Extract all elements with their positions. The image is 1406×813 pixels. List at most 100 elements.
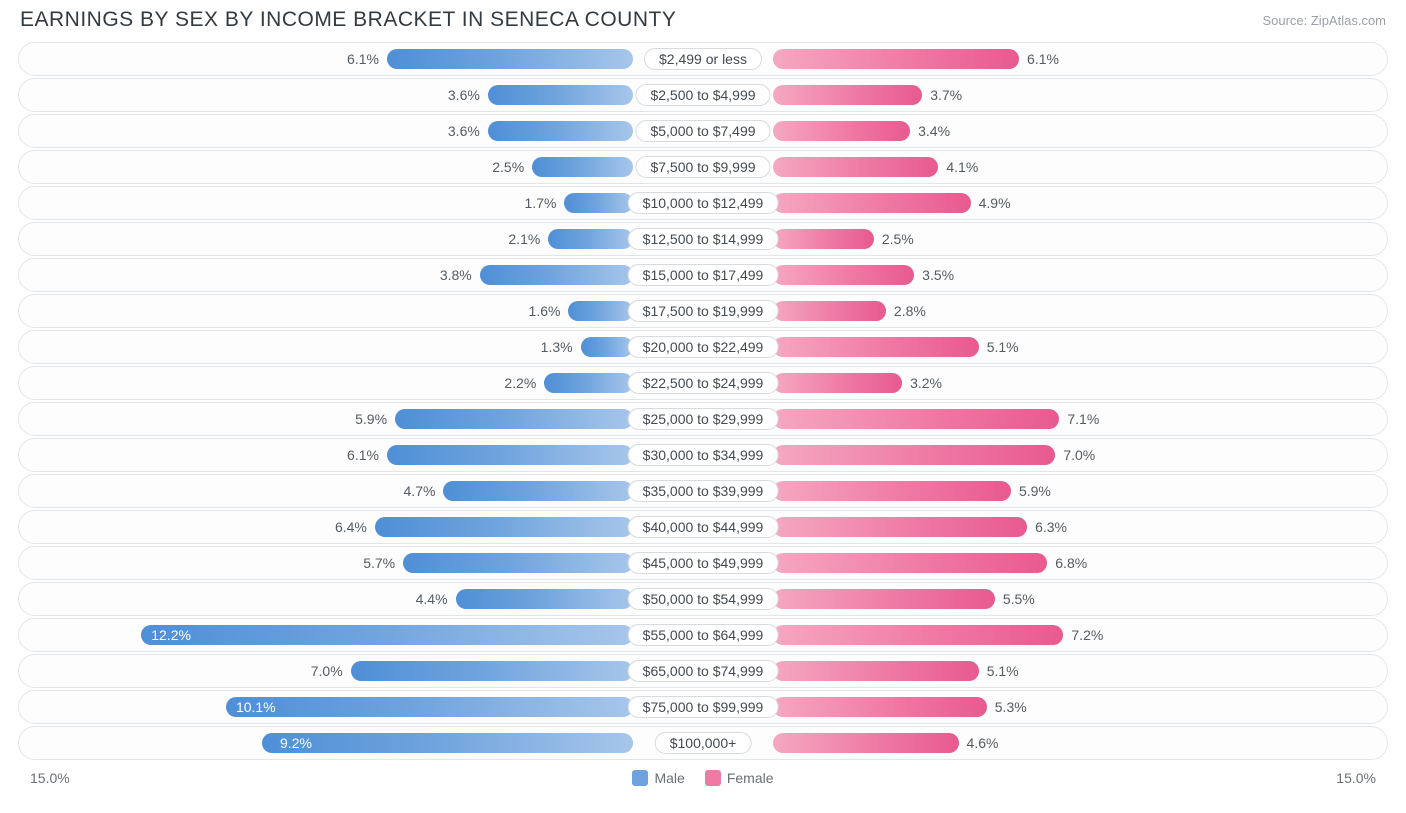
chart-row: 5.7%6.8%$45,000 to $49,999: [18, 546, 1388, 580]
bar-female: [773, 409, 1059, 429]
chart-row: 1.3%5.1%$20,000 to $22,499: [18, 330, 1388, 364]
pct-female: 2.5%: [882, 231, 914, 247]
axis-max-right: 15.0%: [1336, 770, 1376, 786]
pct-male: 7.0%: [311, 663, 343, 679]
pct-male: 6.1%: [347, 447, 379, 463]
bar-female: [773, 229, 874, 249]
pct-female: 4.1%: [946, 159, 978, 175]
pct-male: 6.4%: [335, 519, 367, 535]
pct-male: 1.7%: [525, 195, 557, 211]
bar-male: [568, 301, 633, 321]
chart-row: 1.7% 4.9% $10,000 to $12,499: [18, 186, 1388, 220]
pct-female: 6.1%: [1027, 51, 1059, 67]
legend-label-male: Male: [654, 770, 684, 786]
category-label: $15,000 to $17,499: [628, 264, 779, 286]
pct-male: 12.2%: [151, 627, 191, 643]
bar-male: [387, 49, 633, 69]
bar-female: [773, 445, 1055, 465]
chart-row: 3.6% 3.4% $5,000 to $7,499: [18, 114, 1388, 148]
bar-female: [773, 697, 987, 717]
bar-female: [773, 265, 914, 285]
category-label: $7,500 to $9,999: [635, 156, 770, 178]
bar-male: [581, 337, 633, 357]
pct-female: 5.3%: [995, 699, 1027, 715]
pct-male: 6.1%: [347, 51, 379, 67]
header: EARNINGS BY SEX BY INCOME BRACKET IN SEN…: [0, 0, 1406, 42]
legend-label-female: Female: [727, 770, 774, 786]
bar-female: [773, 661, 979, 681]
bar-female: [773, 121, 910, 141]
category-label: $10,000 to $12,499: [628, 192, 779, 214]
bar-female: [773, 625, 1063, 645]
bar-male: [141, 625, 633, 645]
bar-female: [773, 301, 886, 321]
bar-male: [403, 553, 633, 573]
chart-row: 9.2%4.6%$100,000+: [18, 726, 1388, 760]
pct-male: 5.7%: [363, 555, 395, 571]
category-label: $65,000 to $74,999: [628, 660, 779, 682]
category-label: $50,000 to $54,999: [628, 588, 779, 610]
category-label: $25,000 to $29,999: [628, 408, 779, 430]
pct-female: 3.5%: [922, 267, 954, 283]
pct-female: 3.4%: [918, 123, 950, 139]
pct-female: 7.0%: [1063, 447, 1095, 463]
chart-row: 2.5% 4.1% $7,500 to $9,999: [18, 150, 1388, 184]
chart-row: 10.1%5.3%$75,000 to $99,999: [18, 690, 1388, 724]
chart-row: 2.1% 2.5% $12,500 to $14,999: [18, 222, 1388, 256]
pct-male: 1.6%: [529, 303, 561, 319]
category-label: $20,000 to $22,499: [628, 336, 779, 358]
bar-male: [532, 157, 633, 177]
bar-female: [773, 49, 1019, 69]
chart-footer: 15.0% Male Female 15.0%: [0, 762, 1406, 796]
pct-female: 7.2%: [1071, 627, 1103, 643]
pct-female: 5.1%: [987, 339, 1019, 355]
bar-female: [773, 337, 979, 357]
category-label: $17,500 to $19,999: [628, 300, 779, 322]
legend-item-female: Female: [705, 770, 774, 786]
bar-male: [488, 85, 633, 105]
bar-female: [773, 553, 1047, 573]
pct-male: 3.6%: [448, 123, 480, 139]
pct-male: 3.8%: [440, 267, 472, 283]
bar-male: [387, 445, 633, 465]
chart-container: EARNINGS BY SEX BY INCOME BRACKET IN SEN…: [0, 0, 1406, 796]
category-label: $35,000 to $39,999: [628, 480, 779, 502]
category-label: $2,499 or less: [644, 48, 762, 70]
category-label: $12,500 to $14,999: [628, 228, 779, 250]
chart-row: 3.6%3.7%$2,500 to $4,999: [18, 78, 1388, 112]
category-label: $45,000 to $49,999: [628, 552, 779, 574]
pct-male: 4.4%: [416, 591, 448, 607]
bar-male: [456, 589, 633, 609]
legend: Male Female: [70, 770, 1337, 786]
bar-male: [480, 265, 633, 285]
bar-female: [773, 373, 902, 393]
category-label: $22,500 to $24,999: [628, 372, 779, 394]
category-label: $40,000 to $44,999: [628, 516, 779, 538]
pct-male: 4.7%: [404, 483, 436, 499]
legend-item-male: Male: [632, 770, 684, 786]
pct-female: 5.1%: [987, 663, 1019, 679]
bar-female: [773, 517, 1027, 537]
swatch-male: [632, 770, 648, 786]
bar-female: [773, 733, 959, 753]
category-label: $100,000+: [655, 732, 752, 754]
pct-female: 2.8%: [894, 303, 926, 319]
chart-row: 12.2% 7.2% $55,000 to $64,999: [18, 618, 1388, 652]
chart-row: 6.4%6.3%$40,000 to $44,999: [18, 510, 1388, 544]
pct-male: 2.5%: [492, 159, 524, 175]
bar-male: [548, 229, 633, 249]
swatch-female: [705, 770, 721, 786]
bar-male: [351, 661, 633, 681]
chart-row: 4.4% 5.5% $50,000 to $54,999: [18, 582, 1388, 616]
pct-male: 2.1%: [508, 231, 540, 247]
pct-female: 4.9%: [979, 195, 1011, 211]
category-label: $55,000 to $64,999: [628, 624, 779, 646]
chart-row: 4.7% 5.9% $35,000 to $39,999: [18, 474, 1388, 508]
category-label: $5,000 to $7,499: [635, 120, 770, 142]
bar-male: [226, 697, 633, 717]
axis-max-left: 15.0%: [30, 770, 70, 786]
bar-male: [443, 481, 633, 501]
category-label: $75,000 to $99,999: [628, 696, 779, 718]
pct-female: 5.5%: [1003, 591, 1035, 607]
pct-female: 5.9%: [1019, 483, 1051, 499]
